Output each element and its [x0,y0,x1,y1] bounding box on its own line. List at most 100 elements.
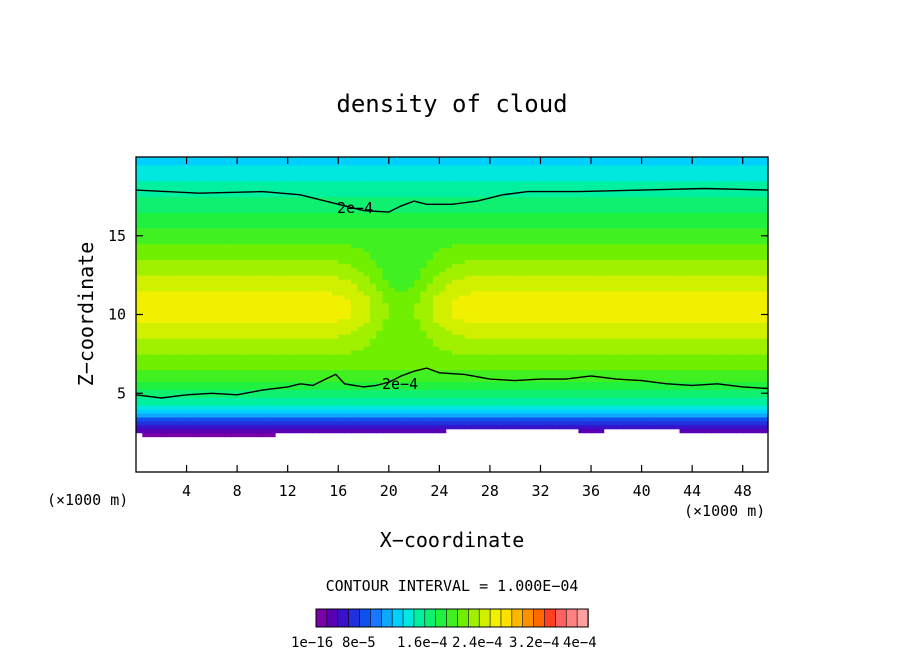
field-cell [559,424,567,430]
field-cell [338,180,346,186]
field-cell [281,172,289,178]
field-cell [464,306,472,312]
field-cell [458,157,466,162]
field-cell [338,243,346,249]
field-cell [515,322,523,327]
field-cell [161,286,169,292]
field-cell [369,255,377,260]
field-cell [161,283,169,288]
field-cell [388,357,396,363]
field-cell [148,231,156,237]
field-cell [230,192,238,197]
field-cell [376,342,384,347]
field-cell [433,420,440,426]
field-cell [211,428,219,434]
field-cell [211,349,219,355]
field-cell [294,259,301,264]
field-cell [306,180,314,186]
field-cell [464,157,472,162]
field-cell [565,397,573,402]
field-cell [173,204,181,209]
field-cell [388,259,396,264]
field-cell [192,397,200,402]
field-cell [344,208,352,213]
field-cell [275,330,282,335]
field-cell [426,397,434,402]
field-cell [306,231,314,237]
field-cell [553,365,561,371]
field-cell [357,306,365,312]
field-cell [414,160,421,166]
field-cell [407,184,415,190]
field-cell [331,412,339,418]
field-cell [192,283,200,288]
field-cell [344,275,352,280]
field-cell [439,255,447,260]
field-cell [420,314,428,320]
field-cell [205,381,213,386]
field-cell [578,160,586,166]
field-cell [262,385,270,390]
field-cell [445,302,453,308]
field-cell [420,338,428,343]
field-cell [312,294,320,300]
field-cell [477,405,485,410]
field-cell [515,251,523,257]
field-cell [243,306,251,312]
field-cell [401,180,409,186]
field-cell [268,298,276,304]
field-cell [388,235,396,241]
field-cell [268,220,276,225]
field-cell [527,290,535,296]
field-cell [224,432,232,438]
field-cell [275,172,282,178]
field-cell [420,220,428,225]
field-cell [281,192,289,197]
field-cell [357,369,365,375]
field-cell [224,212,232,217]
field-cell [483,286,491,292]
field-cell [161,373,169,379]
field-cell [218,235,226,241]
field-cell [325,369,333,375]
field-cell [502,220,510,225]
field-cell [142,369,150,375]
field-cell [338,409,346,414]
field-cell [363,184,371,190]
field-cell [420,306,428,312]
field-cell [382,424,390,430]
field-cell [407,377,415,383]
field-cell [388,204,396,209]
field-cell [331,310,339,316]
field-cell [300,334,308,339]
field-cell [199,428,207,434]
field-cell [218,263,226,268]
field-cell [439,164,447,170]
field-cell [325,176,333,182]
field-cell [331,196,339,201]
field-cell [224,259,232,264]
field-cell [338,157,346,162]
field-cell [584,334,592,339]
field-cell [357,338,365,343]
field-cell [527,385,535,390]
field-cell [559,346,567,351]
field-cell [350,365,358,371]
field-cell [167,271,175,276]
field-cell [237,349,245,355]
field-cell [230,235,238,241]
field-cell [553,180,561,186]
field-cell [433,157,440,162]
field-cell [192,330,200,335]
field-cell [186,393,194,398]
field-cell [470,302,478,308]
field-cell [161,405,169,410]
field-cell [407,223,415,229]
field-cell [414,247,421,253]
field-cell [224,381,232,386]
field-cell [578,235,586,241]
field-cell [287,184,295,190]
field-cell [224,267,232,272]
field-cell [237,377,245,383]
field-cell [262,334,270,339]
